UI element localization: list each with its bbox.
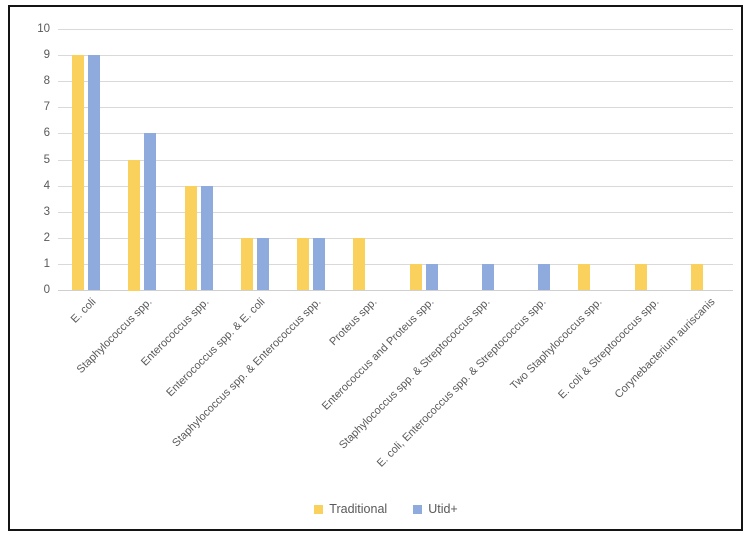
legend-swatch-utid-plus [413, 504, 423, 514]
bar-traditional-cat3 [241, 238, 253, 290]
bar-traditional-cat4 [297, 238, 309, 290]
gridline-y7 [58, 107, 733, 108]
x-axis-category-label: Two Staphylococcus spp. [508, 296, 605, 393]
x-axis-category-label: Staphylococcus spp. & Streptococcus spp. [336, 296, 493, 452]
bar-traditional-cat10 [635, 264, 647, 290]
gridline-y5 [58, 160, 733, 161]
bar-traditional-cat9 [578, 264, 590, 290]
y-axis-tick-label-5: 5 [43, 154, 50, 166]
legend-label-traditional: Traditional [329, 502, 388, 516]
bar-utid--cat1 [144, 133, 156, 290]
bar-utid--cat3 [257, 238, 269, 290]
legend: Traditional Utid+ [10, 502, 752, 516]
bar-utid--cat6 [426, 264, 438, 290]
gridline-y2 [58, 238, 733, 239]
x-axis-category-label: Enterococcus spp. & E. coli [164, 296, 268, 400]
gridline-y0 [58, 290, 733, 291]
y-axis-tick-label-3: 3 [43, 206, 50, 218]
y-axis-tick-label-9: 9 [43, 49, 50, 61]
y-axis-tick-label-4: 4 [43, 180, 50, 192]
bar-traditional-cat0 [72, 55, 84, 290]
bar-traditional-cat6 [410, 264, 422, 290]
legend-swatch-traditional [314, 504, 324, 514]
gridline-y10 [58, 29, 733, 30]
figure-frame: 0 1 2 3 4 5 6 7 8 9 10 E. coli Staphylococcus spp. En… [8, 5, 743, 531]
y-axis-tick-label-0: 0 [43, 284, 50, 296]
y-axis-tick-label-8: 8 [43, 75, 50, 87]
y-axis-tick-label-6: 6 [43, 127, 50, 139]
gridline-y8 [58, 81, 733, 82]
x-axis-category-label: Staphylococcus spp. & Enterococcus spp. [170, 296, 324, 450]
bar-utid--cat0 [88, 55, 100, 290]
bar-utid--cat4 [313, 238, 325, 290]
gridline-y9 [58, 55, 733, 56]
bar-chart-plot-area: 0 1 2 3 4 5 6 7 8 9 10 E. coli Staphylococcus spp. En… [10, 7, 752, 541]
bar-traditional-cat2 [185, 186, 197, 290]
legend-item-utid-plus: Utid+ [413, 502, 458, 516]
gridline-y6 [58, 133, 733, 134]
y-axis-tick-label-1: 1 [43, 258, 50, 270]
y-axis-tick-label-10: 10 [37, 23, 50, 35]
legend-label-utid-plus: Utid+ [428, 502, 458, 516]
gridline-y4 [58, 186, 733, 187]
bar-utid--cat2 [201, 186, 213, 290]
bar-utid--cat8 [538, 264, 550, 290]
y-axis-tick-label-7: 7 [43, 101, 50, 113]
x-axis-category-label: E. coli, Enterococcus spp. & Streptococc… [374, 296, 549, 470]
bar-traditional-cat11 [691, 264, 703, 290]
bar-traditional-cat5 [353, 238, 365, 290]
gridline-y1 [58, 264, 733, 265]
y-axis-tick-label-2: 2 [43, 232, 50, 244]
bar-traditional-cat1 [128, 160, 140, 291]
bar-utid--cat7 [482, 264, 494, 290]
x-axis-category-label: Proteus spp. [327, 296, 380, 349]
legend-item-traditional: Traditional [314, 502, 387, 516]
x-axis-category-label: Corynebacterium auriscanis [612, 296, 718, 401]
gridline-y3 [58, 212, 733, 213]
